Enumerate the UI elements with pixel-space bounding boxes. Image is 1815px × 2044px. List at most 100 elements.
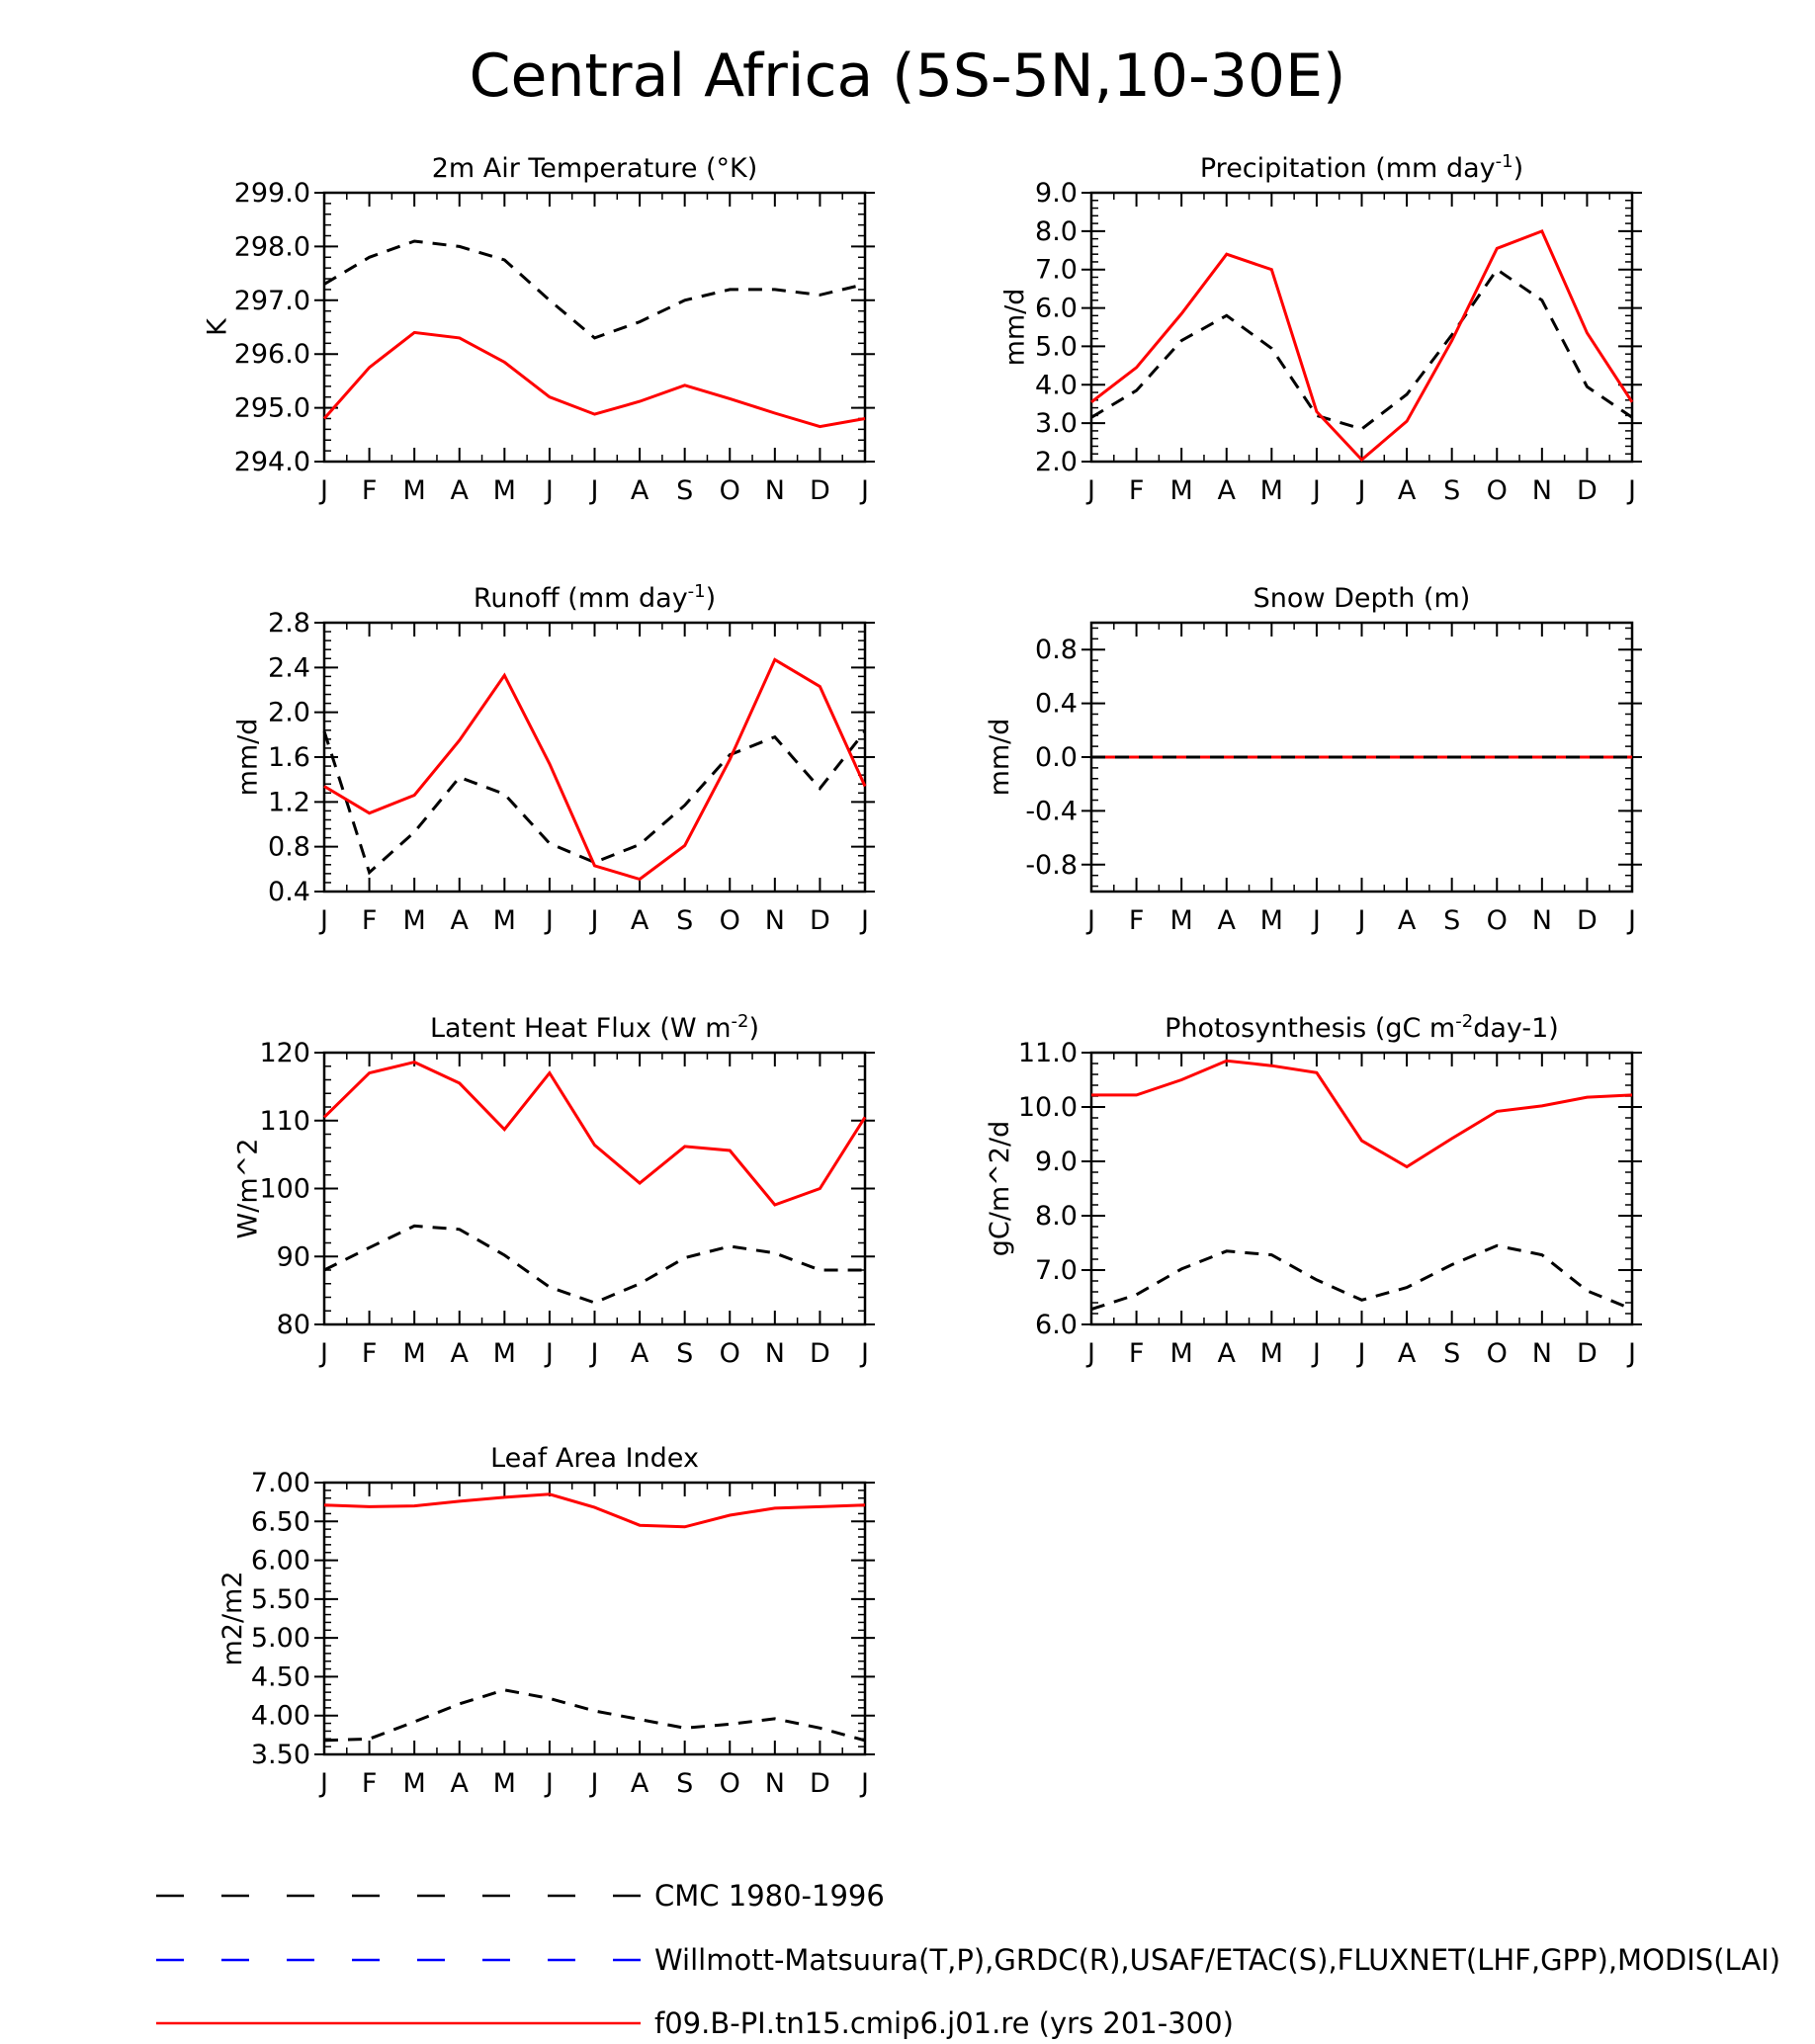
y-axis-label: gC/m^2/d — [985, 1121, 1015, 1256]
x-tick-label: M — [493, 1768, 516, 1799]
x-tick-label: J — [1356, 475, 1366, 506]
panel-6: J F M A M J J A S O N D J6.07.08.09.010.011.0Photosy… — [985, 1011, 1642, 1369]
x-tick-label: J — [1085, 905, 1095, 936]
y-tick-label: 0.8 — [268, 832, 310, 863]
y-tick-label: 90 — [277, 1241, 310, 1272]
series-line-model — [322, 330, 866, 429]
x-tick-label: J — [589, 905, 599, 936]
series-line-obs — [323, 1224, 865, 1305]
y-tick-label: 80 — [277, 1310, 310, 1340]
panel-title: 2m Air Temperature (°K) — [432, 153, 758, 184]
x-tick-label: D — [1577, 1338, 1598, 1369]
x-tick-label: J — [589, 1338, 599, 1369]
y-tick-label: 1.6 — [268, 742, 310, 773]
y-tick-label: 4.50 — [251, 1661, 310, 1692]
x-tick-label: S — [1443, 475, 1460, 506]
x-tick-label: J — [318, 1768, 328, 1799]
x-tick-label: O — [1487, 1338, 1508, 1369]
x-tick-label: M — [1170, 1338, 1193, 1369]
x-tick-label: M — [1260, 905, 1283, 936]
x-tick-label: N — [765, 1768, 785, 1799]
y-tick-label: 110 — [259, 1106, 310, 1137]
series-line-obs — [323, 239, 866, 340]
series-line-model — [1090, 228, 1634, 463]
panel-title: Precipitation (mm day-1) — [1200, 151, 1523, 185]
x-tick-label: M — [493, 905, 516, 936]
x-tick-label: F — [362, 1338, 378, 1369]
panel-title: Snow Depth (m) — [1253, 583, 1471, 614]
series-line-model — [1091, 1059, 1633, 1169]
y-tick-label: 8.0 — [1035, 216, 1078, 247]
x-tick-label: J — [1356, 905, 1366, 936]
x-tick-label: J — [1311, 475, 1321, 506]
x-tick-label: J — [544, 1768, 554, 1799]
panel-title: Photosynthesis (gC m-2day-1) — [1165, 1011, 1559, 1045]
y-tick-label: 11.0 — [1018, 1038, 1078, 1068]
x-tick-label: D — [1577, 905, 1598, 936]
x-tick-label: S — [676, 475, 693, 506]
x-tick-label: A — [631, 905, 649, 936]
y-axis-label: mm/d — [233, 719, 264, 797]
x-tick-label: J — [318, 905, 328, 936]
x-tick-label: A — [631, 1338, 649, 1369]
x-tick-label: F — [362, 475, 378, 506]
x-tick-label: D — [810, 1768, 830, 1799]
x-tick-label: O — [720, 1338, 740, 1369]
x-tick-label: S — [676, 1768, 693, 1799]
panel-title: Runoff (mm day-1) — [474, 581, 716, 615]
y-tick-label: 297.0 — [234, 286, 310, 316]
series-line-model — [323, 657, 867, 882]
x-tick-label: J — [589, 475, 599, 506]
y-tick-label: 2.4 — [268, 652, 310, 683]
y-tick-label: 5.50 — [251, 1584, 310, 1615]
y-tick-label: 0.0 — [1035, 742, 1078, 773]
x-tick-label: O — [1487, 475, 1508, 506]
y-tick-label: 0.4 — [268, 877, 310, 907]
x-tick-label: O — [1487, 905, 1508, 936]
x-tick-label: J — [544, 905, 554, 936]
x-tick-label: D — [810, 475, 830, 506]
y-tick-label: 10.0 — [1018, 1092, 1078, 1123]
x-tick-label: A — [451, 905, 470, 936]
y-tick-label: -0.4 — [1025, 796, 1078, 826]
y-tick-label: 100 — [259, 1174, 310, 1205]
x-tick-label: J — [544, 1338, 554, 1369]
x-tick-label: M — [403, 1768, 426, 1799]
x-tick-label: N — [1532, 475, 1552, 506]
plot-frame — [322, 191, 867, 464]
x-tick-label: S — [1443, 1338, 1460, 1369]
legend: CMC 1980-1996 Willmott-Matsuura(T,P),GRDC… — [156, 1879, 1780, 2040]
x-tick-label: D — [1577, 475, 1598, 506]
x-tick-label: F — [362, 1768, 378, 1799]
y-tick-label: 0.4 — [1035, 689, 1078, 720]
y-tick-label: 1.2 — [268, 787, 310, 817]
y-axis-label: mm/d — [985, 719, 1015, 797]
y-axis-label: mm/d — [1000, 289, 1031, 367]
x-tick-label: A — [451, 475, 470, 506]
x-tick-label: M — [403, 1338, 426, 1369]
legend-label: Willmott-Matsuura(T,P),GRDC(R),USAF/ETAC… — [654, 1943, 1780, 1977]
x-tick-label: A — [451, 1338, 470, 1369]
x-tick-label: S — [676, 905, 693, 936]
x-tick-label: M — [403, 905, 426, 936]
y-tick-label: 7.0 — [1035, 1255, 1078, 1286]
series-line-model — [323, 1492, 866, 1529]
x-tick-label: F — [362, 905, 378, 936]
panel-2: J F M A M J J A S O N D J2.03.04.05.06.07.08.09.0Pre… — [1000, 151, 1642, 506]
plot-frame — [322, 1051, 867, 1326]
panel-3: J F M A M J J A S O N D J0.40.81.21.62.02.42.8Runoff… — [233, 581, 875, 936]
legend-label: f09.B-PI.tn15.cmip6.j01.re (yrs 201-300) — [654, 2006, 1234, 2040]
x-tick-label: A — [1398, 475, 1417, 506]
y-tick-label: 3.50 — [251, 1740, 310, 1770]
y-tick-label: 6.00 — [251, 1546, 310, 1576]
x-tick-label: O — [720, 905, 740, 936]
x-tick-label: J — [1356, 1338, 1366, 1369]
x-tick-label: A — [1218, 1338, 1237, 1369]
x-tick-label: M — [493, 475, 516, 506]
y-tick-label: -0.8 — [1025, 850, 1078, 881]
x-tick-label: S — [1443, 905, 1460, 936]
panel-1: J F M A M J J A S O N D J294.0295.0296.0297.0298.029… — [203, 153, 875, 506]
y-tick-label: 120 — [259, 1038, 310, 1068]
x-tick-label: S — [676, 1338, 693, 1369]
